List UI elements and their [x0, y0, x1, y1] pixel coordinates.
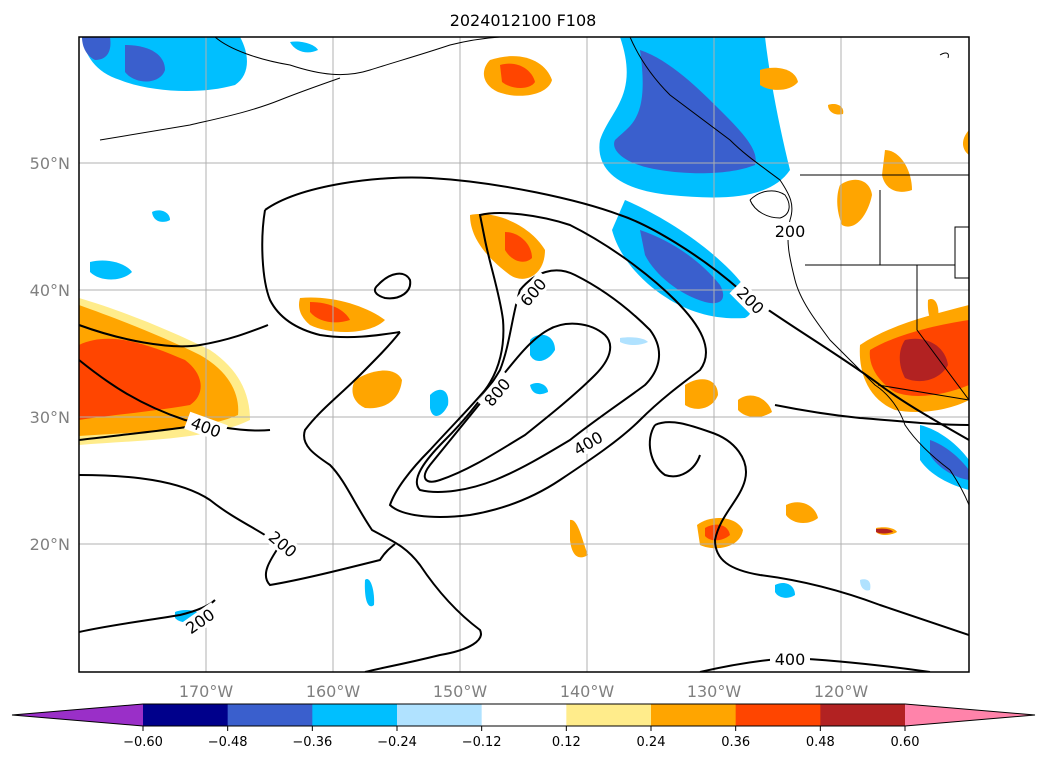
warm-blob-sw: [352, 370, 402, 409]
colorbar-tick-label: −0.48: [208, 735, 248, 750]
contour-200-outer: [264, 176, 969, 441]
map-frame: [78, 36, 970, 673]
colorbar-tick-label: −0.60: [123, 735, 163, 750]
colorbar-tick-label: 0.60: [891, 735, 920, 750]
colorbar-segment: [820, 704, 906, 726]
lon-label: 130°W: [687, 682, 742, 701]
lat-label: 40°N: [30, 281, 70, 300]
lon-label: 170°W: [179, 682, 234, 701]
contour-label: 200: [775, 222, 806, 241]
colorbar-segment: [227, 704, 313, 726]
latitude-labels: 50°N 40°N 30°N 20°N: [30, 154, 70, 554]
warm-blob-east1: [685, 379, 718, 409]
lat-label: 30°N: [30, 408, 70, 427]
colorbar-segment: [481, 704, 567, 726]
lat-label: 50°N: [30, 154, 70, 173]
longitude-labels: 170°W 160°W 150°W 140°W 130°W 120°W: [179, 682, 869, 701]
contours: [79, 176, 969, 672]
colorbar-segment: [397, 704, 483, 726]
colorbar-segment: [735, 704, 821, 726]
colorbar-extend-low: [12, 704, 143, 726]
colorbar: −0.60 −0.48 −0.36 −0.24 −0.12 0.12 0.24 0.36 0.4…: [11, 703, 1036, 750]
warm-blob-se: [786, 502, 818, 524]
colorbar-segment: [651, 704, 737, 726]
contour-label: 400: [775, 650, 806, 669]
colorbar-tick-label: 0.36: [721, 735, 750, 750]
colorbar-segment: [312, 704, 398, 726]
colorbar-segment: [143, 704, 229, 726]
map-area: 200 200 200 200 400 400 400 600 800: [79, 37, 969, 672]
colorbar-tick-label: −0.12: [462, 735, 502, 750]
colorbar-segment: [566, 704, 652, 726]
lon-label: 160°W: [306, 682, 361, 701]
lon-label: 150°W: [433, 682, 488, 701]
plot-title: 2024012100 F108: [450, 11, 597, 30]
colorbar-extend-high: [905, 704, 1035, 726]
colorbar-tick-label: 0.24: [637, 735, 666, 750]
colorbar-tick-label: −0.36: [292, 735, 332, 750]
colorbar-tick-label: 0.12: [552, 735, 581, 750]
coastlines: [99, 37, 969, 506]
lon-label: 140°W: [560, 682, 615, 701]
colorbar-tick-label: 0.48: [806, 735, 835, 750]
lat-label: 20°N: [30, 535, 70, 554]
colorbar-tick-label: −0.24: [377, 735, 417, 750]
warm-blob-east2: [738, 395, 772, 418]
lon-label: 120°W: [814, 682, 869, 701]
shaded-regions: [79, 37, 969, 623]
